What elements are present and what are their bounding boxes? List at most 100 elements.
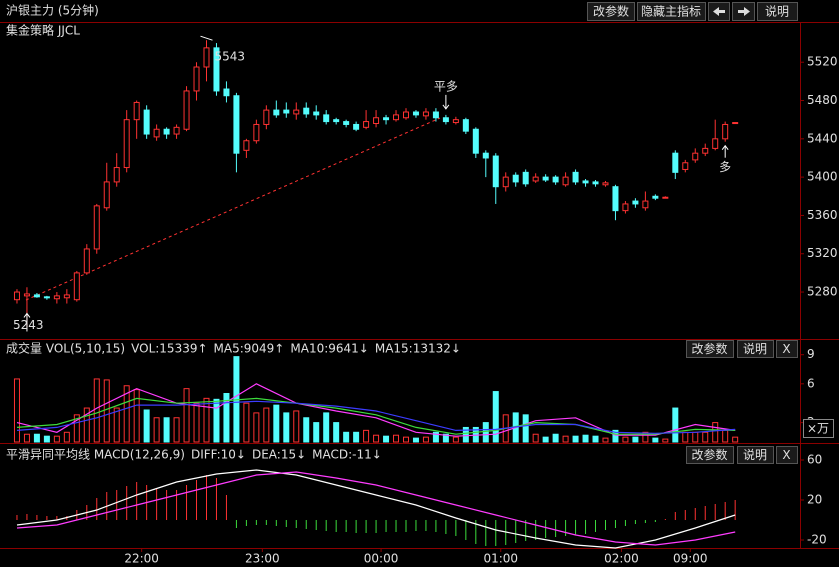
signal-label: 多	[719, 160, 731, 174]
legend-entry: MA10:9641↓	[290, 342, 368, 356]
candle-body	[393, 114, 400, 121]
candle-body	[133, 101, 140, 121]
volume-bar	[562, 435, 569, 443]
button-label[interactable]: 说明	[765, 4, 789, 19]
volume-bar	[333, 422, 340, 443]
volume-bar	[542, 436, 549, 443]
candle-body	[462, 119, 469, 132]
candle-body	[422, 111, 429, 117]
button[interactable]	[686, 340, 734, 358]
button-label[interactable]: 改参数	[691, 341, 727, 356]
candle-body	[113, 167, 120, 183]
volume-bar	[353, 431, 360, 443]
volume-bar	[253, 412, 260, 443]
volume-bar	[722, 429, 729, 443]
candle-body	[572, 171, 579, 183]
button[interactable]	[637, 2, 706, 21]
candle-body	[582, 180, 589, 184]
volume-bar	[193, 402, 200, 443]
button[interactable]	[776, 446, 798, 464]
legend-entry: 平滑异同平均线 MACD(12,26,9)	[6, 448, 185, 462]
candle-body	[562, 176, 569, 186]
candle-body	[323, 114, 330, 123]
candle-body	[103, 181, 110, 209]
volume-bar	[682, 431, 689, 443]
button-label[interactable]: X	[782, 342, 790, 356]
y-tick-label: 5400	[807, 170, 838, 184]
candle-body	[602, 182, 609, 186]
candle-body	[412, 111, 419, 116]
volume-bar	[83, 407, 90, 443]
candle-body	[522, 171, 529, 185]
button[interactable]	[686, 446, 734, 464]
candle-body	[702, 147, 709, 154]
x-tick-label: 09:00	[673, 552, 708, 566]
button-label[interactable]: 说明	[743, 447, 767, 462]
volume-bar	[652, 437, 659, 443]
x-tick-label: 23:00	[245, 552, 280, 566]
candle-body	[662, 196, 669, 199]
candle-body	[642, 200, 649, 209]
volume-bar	[113, 407, 120, 443]
candle-body	[213, 47, 220, 92]
volume-bar	[592, 435, 599, 443]
candle-body	[542, 176, 549, 181]
candle-body	[263, 109, 270, 125]
unit-box	[803, 419, 834, 438]
button-label[interactable]: 改参数	[593, 4, 629, 19]
indicator-name: 集金策略 JJCL	[6, 23, 80, 38]
button[interactable]	[757, 2, 798, 21]
candle-body	[333, 119, 340, 123]
volume-bar	[263, 407, 270, 443]
button-label[interactable]: 隐藏主指标	[641, 4, 701, 19]
candle-body	[33, 294, 40, 298]
volume-bar	[203, 397, 210, 443]
x-tick-label: 00:00	[364, 552, 399, 566]
volume-bar	[53, 435, 60, 443]
button-label[interactable]: 说明	[743, 341, 767, 356]
volume-bar	[442, 433, 449, 443]
legend-entry: VOL:15339↑	[131, 342, 207, 356]
candle-body	[502, 176, 509, 188]
button[interactable]	[737, 340, 774, 358]
candle-body	[722, 123, 729, 140]
legend-entry: 成交量 VOL(5,10,15)	[6, 341, 125, 356]
volume-bar	[323, 412, 330, 443]
candle-body	[253, 123, 260, 142]
candle-body	[343, 121, 350, 125]
volume-bar	[23, 433, 30, 443]
volume-bar	[692, 431, 699, 443]
candle-body	[53, 295, 60, 300]
volume-bar	[153, 417, 160, 443]
marker-arrow	[23, 312, 31, 318]
y-tick-label: 5440	[807, 131, 838, 145]
volume-bar	[602, 437, 609, 443]
volume-bar	[303, 417, 310, 443]
button[interactable]	[776, 340, 798, 358]
volume-bar	[383, 435, 390, 443]
x-tick-label: 01:00	[483, 552, 518, 566]
volume-bar	[103, 379, 110, 443]
button[interactable]	[737, 446, 774, 464]
button-label[interactable]: 改参数	[691, 447, 727, 462]
volume-bar	[642, 431, 649, 443]
y-tick-label: 60	[807, 453, 822, 467]
candle-body	[173, 126, 180, 135]
signal-arrow	[442, 104, 450, 110]
volume-bar	[33, 433, 40, 443]
candle-body	[73, 272, 80, 301]
candle-body	[143, 109, 150, 135]
candle-body	[283, 109, 290, 114]
candle-body	[612, 186, 619, 212]
button-label[interactable]: X	[782, 448, 790, 462]
legend-entry: MA15:13132↓	[375, 342, 461, 356]
line	[16, 397, 736, 435]
candle-body	[712, 138, 719, 149]
button[interactable]	[587, 2, 635, 21]
volume-bar	[123, 385, 130, 443]
candle-body	[163, 128, 170, 135]
y-tick-label: -20	[807, 533, 827, 547]
candle-body	[482, 152, 489, 159]
volume-bar	[432, 431, 439, 443]
candle-body	[303, 107, 310, 115]
